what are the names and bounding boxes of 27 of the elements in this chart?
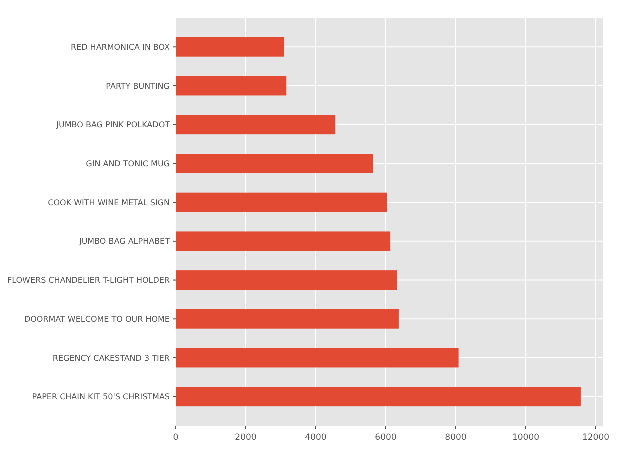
y-tick-label: JUMBO BAG ALPHABET [78,237,170,246]
x-tick-label: 4000 [305,433,327,443]
bar [176,348,459,368]
y-tick-label: REGENCY CAKESTAND 3 TIER [52,354,170,363]
bar [176,387,581,407]
y-tick-label: FLOWERS CHANDELIER T-LIGHT HOLDER [7,276,170,286]
x-tick-label: 0 [173,433,179,443]
bar [176,232,391,252]
y-tick-label: COOK WITH WINE METAL SIGN [48,198,170,208]
bar [176,309,399,329]
bar [176,154,374,174]
y-tick-label: PARTY BUNTING [106,82,170,91]
bar [176,76,287,96]
x-tick-label: 6000 [375,433,397,443]
x-tick-label: 10000 [512,433,540,443]
x-tick-label: 12000 [582,433,610,443]
x-tick-label: 2000 [235,433,257,443]
bar [176,115,336,135]
x-tick-label: 8000 [445,433,467,443]
bar [176,192,388,212]
y-tick-label: JUMBO BAG PINK POLKADOT [56,120,170,130]
y-tick-label: DOORMAT WELCOME TO OUR HOME [24,314,170,324]
bar [176,37,284,57]
y-tick-label: PAPER CHAIN KIT 50'S CHRISTMAS [32,392,170,402]
y-tick-label: GIN AND TONIC MUG [86,160,170,169]
bar [176,270,398,290]
y-tick-label: RED HARMONICA IN BOX [70,42,171,52]
